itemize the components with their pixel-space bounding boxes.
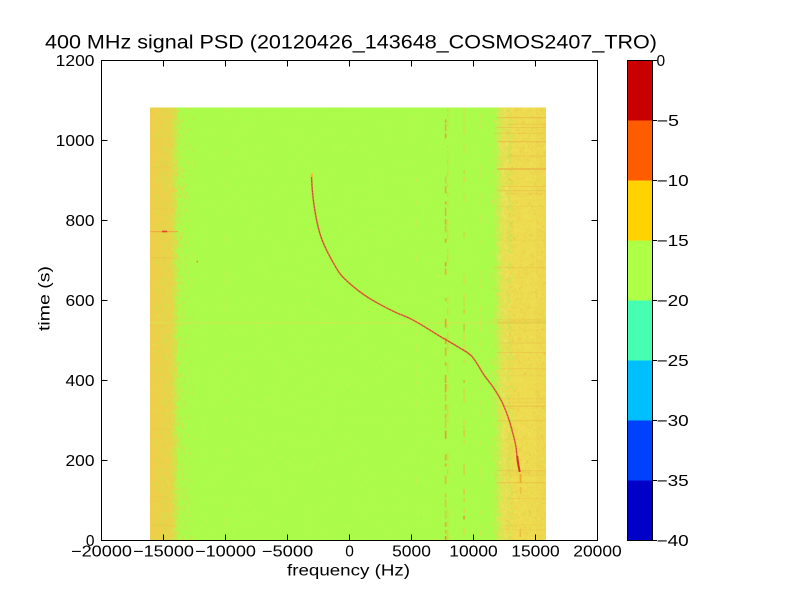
svg-text:−15000: −15000 (133, 543, 194, 560)
svg-text:time (s): time (s) (37, 266, 54, 331)
svg-text:−20: −20 (657, 293, 690, 310)
svg-text:1200: 1200 (56, 53, 95, 70)
svg-text:−20000: −20000 (71, 543, 132, 560)
svg-text:frequency (Hz): frequency (Hz) (287, 562, 410, 579)
svg-text:15000: 15000 (511, 543, 560, 560)
svg-text:200: 200 (66, 453, 95, 470)
svg-text:0: 0 (657, 53, 666, 70)
svg-text:−15: −15 (657, 233, 689, 250)
svg-text:−35: −35 (657, 473, 689, 490)
svg-text:10000: 10000 (449, 543, 498, 560)
svg-text:−10000: −10000 (195, 543, 256, 560)
svg-text:5000: 5000 (392, 543, 431, 560)
svg-text:−40: −40 (657, 533, 690, 550)
svg-text:20000: 20000 (573, 543, 622, 560)
svg-text:−30: −30 (657, 413, 690, 430)
svg-text:800: 800 (66, 213, 95, 230)
svg-text:0: 0 (345, 543, 354, 560)
svg-text:0: 0 (86, 533, 95, 550)
svg-text:−5: −5 (657, 113, 680, 130)
svg-text:600: 600 (66, 293, 95, 310)
svg-text:1000: 1000 (56, 133, 95, 150)
svg-text:400: 400 (66, 373, 95, 390)
svg-text:−5000: −5000 (262, 543, 314, 560)
svg-text:400 MHz signal PSD (20120426_1: 400 MHz signal PSD (20120426_143648_COSM… (45, 32, 657, 53)
svg-text:−10: −10 (657, 173, 690, 190)
svg-text:−25: −25 (657, 353, 689, 370)
